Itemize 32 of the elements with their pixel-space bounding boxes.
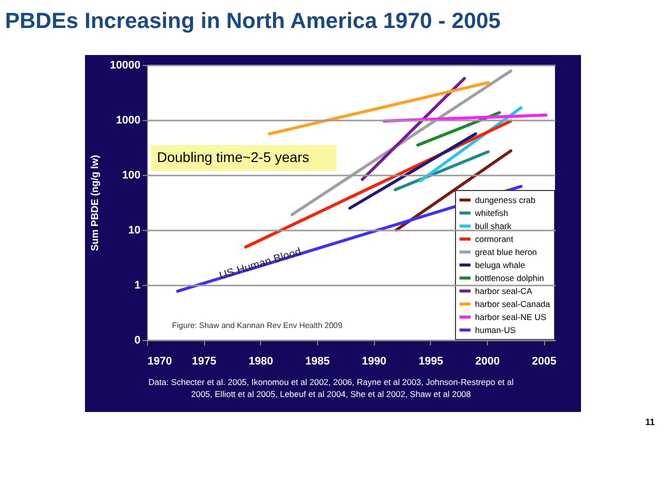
text: 11 xyxy=(645,417,655,427)
x-tick-label: 1970 xyxy=(148,356,172,368)
y-tick-label: 1 xyxy=(134,280,140,292)
legend-label: harbor seal-NE US xyxy=(475,312,547,322)
y-tick-label: 100 xyxy=(122,170,140,182)
legend-label: cormorant xyxy=(475,234,514,244)
y-tick-label: 10000 xyxy=(110,60,140,72)
y-tick-label: 10 xyxy=(128,224,140,236)
x-tick-label: 2005 xyxy=(532,356,556,368)
legend-label: human-US xyxy=(475,325,516,335)
x-tick-label: 1975 xyxy=(192,356,216,368)
x-tick-label: 1980 xyxy=(248,356,274,368)
legend-label: bull shark xyxy=(475,221,512,231)
legend-label: bottlenose dolphin xyxy=(475,273,544,283)
annotation: Figure: Shaw and Kannan Rev Env Health 2009 xyxy=(172,321,343,330)
annotation: US Human Blood xyxy=(218,246,303,282)
x-tick-label: 2000 xyxy=(475,356,500,368)
x-tick-label: 1995 xyxy=(418,356,444,368)
legend-label: harbor seal-CA xyxy=(475,286,532,296)
y-tick-label: 0 xyxy=(134,334,140,346)
legend-label: whitefish xyxy=(474,208,508,218)
legend-label: beluga whale xyxy=(475,260,526,270)
text: Data: Schecter et al. 2005, Ikonomou et al 2002, 2006, Rayne et al 2003, Johnson-Restrepo et al 2005, Elliott et al 2005, Lebeuf et al 2004, She et al 2002, Shaw et al 2008 xyxy=(148,377,514,399)
y-axis-title: Sum PBDE (ng/g lw) xyxy=(90,154,101,252)
legend-label: dungeness crab xyxy=(475,195,536,205)
legend-label: harbor seal-Canada xyxy=(475,299,550,309)
x-tick-label: 1990 xyxy=(362,356,386,368)
annotation: Doubling time~2-5 years xyxy=(157,149,310,165)
legend-label: great blue heron xyxy=(475,247,538,257)
y-tick-label: 1000 xyxy=(116,114,140,126)
x-tick-label: 1985 xyxy=(305,356,330,368)
chart-title: PBDEs Increasing in North America 1970 - 2005 xyxy=(5,8,501,33)
